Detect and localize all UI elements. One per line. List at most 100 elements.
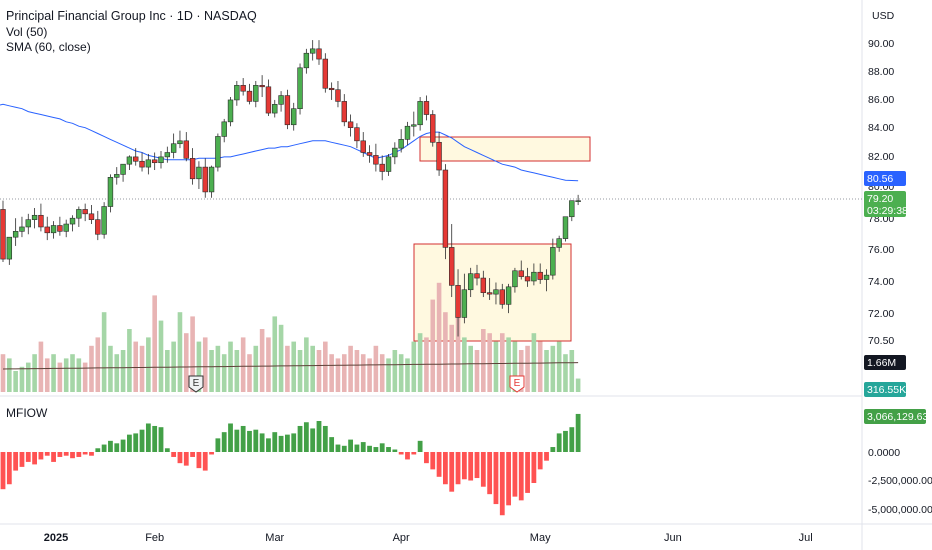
volume-bar <box>537 341 543 392</box>
price-tick-label: 84.00 <box>868 122 894 134</box>
volume-bar <box>544 350 549 392</box>
candle-body <box>303 52 310 69</box>
chart-title[interactable]: Principal Financial Group Inc · 1D · NAS… <box>6 9 257 23</box>
candle-body <box>575 200 581 202</box>
mflow-bar <box>228 423 233 452</box>
candle <box>57 216 63 236</box>
mflow-value-tag: 3,066,129.63 <box>864 409 928 424</box>
candle <box>44 216 50 241</box>
volume-bar <box>329 354 334 392</box>
mflow-bar <box>303 422 309 452</box>
candle <box>114 167 120 185</box>
mflow-bar <box>398 452 404 455</box>
volume-bar <box>259 329 265 392</box>
mflow-bar <box>19 452 25 467</box>
candle <box>6 236 13 265</box>
candle-body <box>442 169 449 248</box>
volume-bar <box>487 333 492 392</box>
candle <box>82 203 88 222</box>
sma-legend[interactable]: SMA (60, close) <box>6 40 91 54</box>
volume-bar <box>335 358 341 392</box>
volume-bar <box>291 341 297 392</box>
mflow-bar <box>272 432 278 452</box>
mflow-bar <box>145 423 151 452</box>
volume-legend[interactable]: Vol (50) <box>6 25 48 39</box>
candle <box>278 91 284 112</box>
candle-body <box>411 124 417 127</box>
candle-body <box>480 277 487 293</box>
candle <box>499 283 505 309</box>
volume-bar <box>278 324 284 392</box>
candle-body <box>524 276 531 282</box>
candle <box>436 132 442 176</box>
volume-bar <box>379 354 385 392</box>
candle <box>234 80 240 106</box>
candle-body <box>265 86 272 114</box>
candle-body <box>227 99 234 123</box>
candle-body <box>208 166 215 193</box>
candle <box>126 155 133 171</box>
candle <box>202 158 208 198</box>
price-tick-label: 90.00 <box>868 38 894 50</box>
candle-body <box>44 226 50 234</box>
volume-bar <box>234 350 240 392</box>
candle <box>417 97 423 131</box>
candle <box>208 165 215 198</box>
volume-bar <box>493 341 499 392</box>
sma-line <box>0 103 579 182</box>
candle <box>354 123 360 149</box>
candle-body <box>114 174 120 178</box>
volume-bar <box>481 329 486 392</box>
last-price-tag-bg <box>864 191 906 217</box>
volume-bar <box>82 362 88 392</box>
candle <box>221 118 227 143</box>
money-flow-histogram <box>0 413 581 516</box>
volume-bar <box>190 316 195 392</box>
volume-bar <box>392 350 398 392</box>
volume-bar <box>240 337 246 392</box>
mflow-bar <box>278 435 284 452</box>
volume-bar <box>405 358 410 392</box>
time-tick-label: Apr <box>393 532 410 544</box>
candle <box>164 146 171 163</box>
mflow-bar <box>171 452 177 457</box>
mflow-bar <box>44 452 50 456</box>
candle-body <box>139 160 145 168</box>
candle-body <box>328 87 335 91</box>
mflow-bar <box>120 439 126 452</box>
candle <box>480 270 487 298</box>
mflow-bar <box>38 452 44 460</box>
mflow-bar <box>436 452 442 477</box>
candle-body <box>354 127 360 142</box>
candle-body <box>183 140 189 159</box>
mflow-bar <box>190 452 195 457</box>
volume-bar <box>449 324 455 392</box>
mflow-bar <box>430 452 436 470</box>
candle-body <box>57 225 63 232</box>
mflow-bar <box>82 452 88 455</box>
candle-body <box>449 247 455 286</box>
price-tick-label: 86.00 <box>868 94 894 106</box>
volume-bar <box>120 350 126 392</box>
mflow-bar <box>531 452 537 483</box>
candle <box>366 145 373 163</box>
mflow-legend[interactable]: MFIOW <box>6 406 48 420</box>
volume-bar <box>95 337 101 392</box>
candle <box>38 203 44 232</box>
volume-bar <box>398 354 404 392</box>
volume-bar <box>177 312 183 392</box>
volume-bar <box>127 329 132 392</box>
candle <box>531 263 537 286</box>
candle-body <box>322 58 329 89</box>
axes: USD90.0088.0086.0084.0082.0080.0078.0076… <box>44 10 932 544</box>
mflow-bar <box>341 445 347 452</box>
volume-bar <box>512 341 518 392</box>
candle <box>158 151 164 169</box>
volume-bar <box>209 350 214 392</box>
candle-body <box>347 121 354 128</box>
mflow-bar <box>215 438 221 452</box>
candle <box>449 224 455 298</box>
earnings-marker: E <box>509 375 525 393</box>
volume-bar <box>550 345 556 392</box>
